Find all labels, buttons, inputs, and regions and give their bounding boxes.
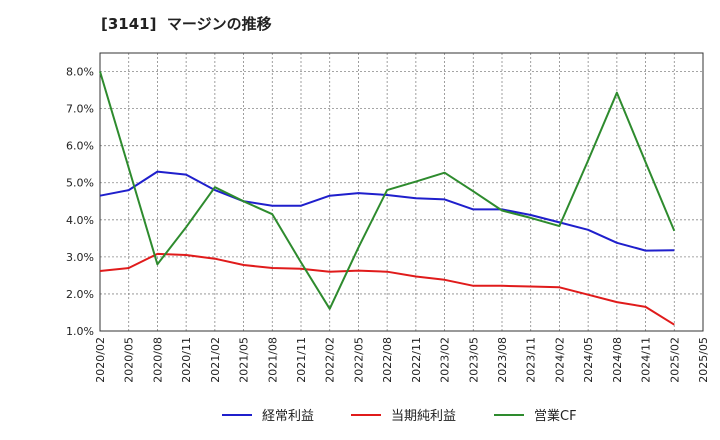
x-tick-label: 2023/05 [467, 337, 480, 383]
y-tick-label: 5.0% [66, 177, 94, 190]
y-tick-label: 8.0% [66, 66, 94, 79]
series-line [99, 71, 676, 310]
x-tick-label: 2021/08 [266, 337, 279, 383]
x-tick-label: 2023/02 [439, 337, 452, 383]
x-tick-label: 2024/08 [611, 337, 624, 383]
series-line [99, 252, 675, 326]
x-tick-label: 2021/02 [209, 337, 222, 383]
x-tick-label: 2020/11 [180, 337, 193, 383]
y-tick-label: 4.0% [66, 214, 94, 227]
x-tick-label: 2020/02 [94, 337, 107, 383]
y-tick-label: 7.0% [66, 103, 94, 116]
x-tick-label: 2021/11 [295, 337, 308, 383]
x-tick-label: 2020/05 [123, 337, 136, 383]
legend-label: 当期純利益 [391, 409, 456, 424]
x-tick-label: 2020/08 [151, 337, 164, 383]
y-tick-label: 2.0% [66, 288, 94, 301]
legend-label: 経常利益 [262, 409, 314, 424]
x-tick-label: 2021/05 [238, 337, 251, 383]
x-tick-label: 2022/08 [381, 337, 394, 383]
series-line [99, 170, 675, 252]
x-tick-label: 2025/05 [697, 337, 710, 383]
x-tick-label: 2022/11 [410, 337, 423, 383]
chart-title: [3141] マージンの推移 [101, 15, 272, 33]
legend-label: 営業CF [534, 408, 577, 424]
x-tick-label: 2022/02 [324, 337, 337, 383]
plot-frame [99, 52, 704, 332]
x-tick-label: 2023/08 [496, 337, 509, 383]
y-tick-label: 3.0% [66, 251, 94, 264]
x-tick-label: 2023/11 [525, 337, 538, 383]
y-tick-label: 1.0% [66, 325, 94, 338]
x-tick-label: 2025/02 [668, 337, 681, 383]
x-tick-label: 2022/05 [352, 337, 365, 383]
y-tick-label: 6.0% [66, 140, 94, 153]
x-tick-label: 2024/05 [582, 337, 595, 383]
x-tick-label: 2024/02 [553, 337, 566, 383]
x-tick-label: 2024/11 [640, 337, 653, 383]
